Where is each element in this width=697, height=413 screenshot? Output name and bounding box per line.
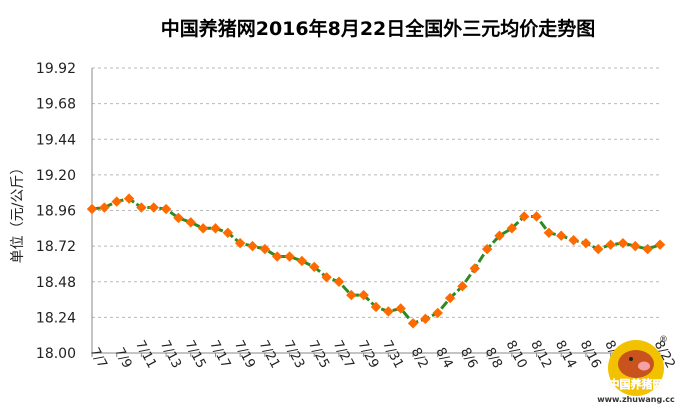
data-point [309,261,320,273]
data-point [111,196,122,207]
data-point [568,234,579,246]
x-tick-label: 8/4 [432,345,455,371]
y-tick-labels: 18.00 18.24 18.48 18.72 18.96 19.20 19.44 19.68… [36,61,76,362]
y-tick-label: 18.72 [36,239,76,255]
x-tick-labels: 7/7 7/97/117/137/157/177/197/217/237/257/… [87,338,678,371]
x-tick-label: 7/19 [231,338,258,371]
data-point [346,289,357,301]
x-tick-label: 7/9 [111,345,134,371]
data-point [654,239,666,250]
y-tick-label: 19.92 [36,61,76,77]
x-tick-label: 7/27 [330,338,357,371]
data-point [148,202,159,213]
data-point [358,289,369,301]
brand-url: www.zhuwang.cc [597,395,675,404]
data-point [370,301,382,313]
pig-snout-icon [638,361,650,371]
data-point [407,318,419,329]
series-price [86,193,666,329]
x-tick-label: 7/15 [182,338,209,371]
x-tick-label: 7/21 [256,338,283,371]
data-point [395,303,406,314]
x-tick-label: 7/13 [157,338,184,371]
data-point [531,211,542,222]
data-point [296,255,308,267]
data-point [593,243,604,255]
x-tick-label: 7/17 [206,338,233,371]
data-point [99,202,110,213]
data-point [234,237,246,249]
data-point [617,237,629,249]
data-point [506,223,518,234]
pig-eye-icon [629,357,633,361]
data-point [383,306,394,317]
x-tick-label: 7/25 [305,338,332,371]
x-tick-label: 8/16 [577,338,604,371]
x-tick-label: 8/8 [482,345,505,371]
data-point [136,202,147,213]
grid-lines [92,67,660,318]
data-point [123,193,135,204]
data-point [333,276,345,287]
y-tick-label: 18.48 [36,275,76,291]
data-point [259,243,271,255]
data-point [518,211,530,222]
registered-mark: ® [659,335,668,345]
data-point [210,223,221,234]
x-tick-label: 7/11 [132,338,159,371]
data-point [222,227,234,238]
data-point [197,223,209,234]
data-point [469,263,480,274]
x-tick-label: 8/14 [552,338,579,371]
data-point [457,281,468,292]
data-point [556,230,567,241]
pig-icon [618,350,654,378]
data-point [543,227,555,238]
x-tick-label: 7/23 [280,338,307,371]
data-point [284,251,295,262]
data-point [160,203,172,215]
y-tick-label: 19.68 [36,97,76,113]
y-tick-label: 18.00 [36,346,76,362]
x-tick-label: 8/2 [408,345,431,371]
y-tick-label: 19.44 [36,132,76,148]
data-point [420,313,431,325]
x-tick-label: 7/31 [379,338,406,371]
y-tick-label: 18.24 [36,310,76,326]
data-point [432,307,443,319]
data-point [86,203,98,215]
data-point [481,243,493,255]
x-tick-label: 8/12 [527,338,554,371]
data-point [247,240,258,252]
y-tick-label: 19.20 [36,168,76,184]
data-point [642,243,653,255]
y-tick-label: 18.96 [36,204,76,220]
data-point [444,292,456,304]
data-point [185,217,196,228]
data-point [272,251,283,262]
brand-logo: ® 中国养猪网 www.zhuwang.cc [597,335,675,404]
y-axis-title: 单位（元/公斤） [10,161,26,264]
chart-title: 中国养猪网2016年8月22日全国外三元均价走势图 [161,17,596,40]
data-point [173,212,184,224]
x-tick-label: 7/7 [87,345,110,371]
x-tick-label: 8/10 [503,338,530,371]
data-point [605,239,616,250]
x-tick-label: 8/6 [457,345,480,371]
data-point [494,230,505,241]
x-tick-label: 7/29 [354,338,381,371]
brand-name: 中国养猪网 [609,377,664,391]
data-point [630,240,641,252]
data-point [321,272,332,283]
data-point [580,237,592,249]
